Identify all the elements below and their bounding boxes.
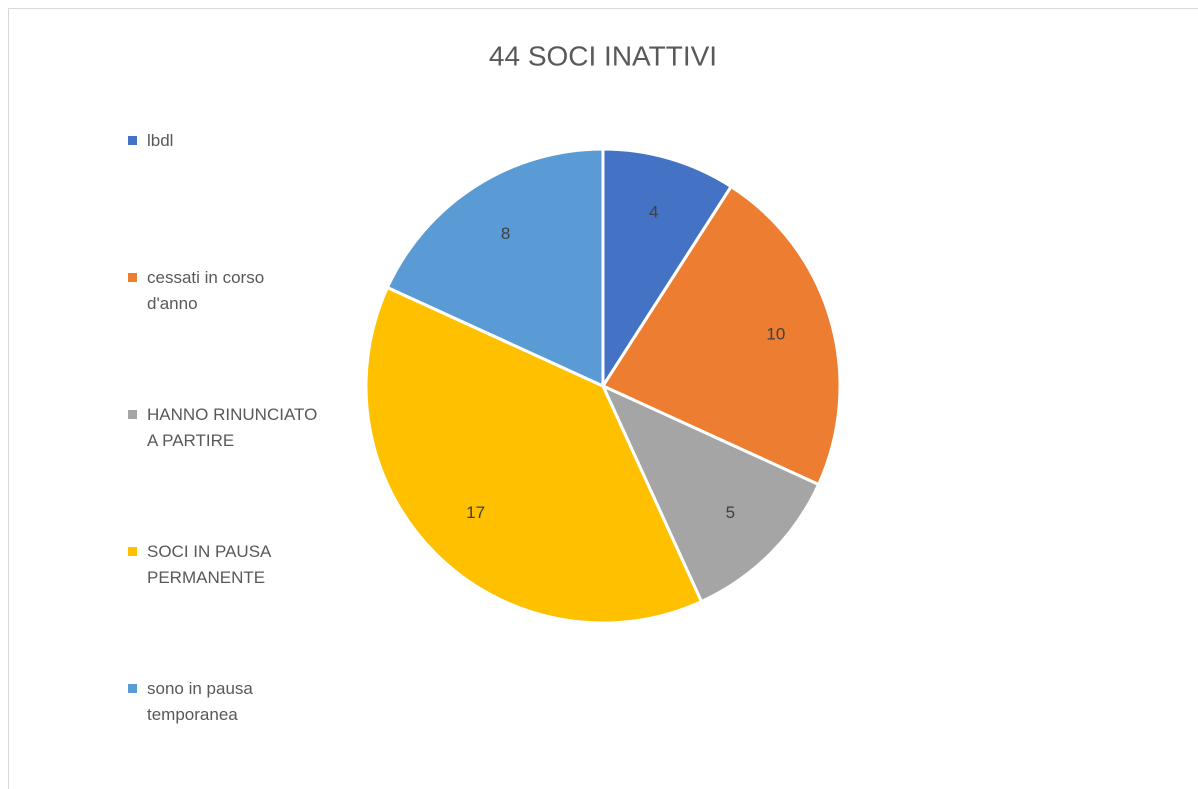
legend-swatch (128, 136, 137, 145)
data-label: 4 (649, 203, 658, 222)
legend-swatch (128, 273, 137, 282)
legend-label: SOCI IN PAUSA PERMANENTE (147, 542, 271, 587)
pie-slice (599, 382, 821, 604)
pie-slice (385, 147, 605, 389)
legend-label: HANNO RINUNCIATO A PARTIRE (147, 405, 318, 450)
legend-swatch (128, 684, 137, 693)
data-label: 8 (501, 224, 510, 243)
data-label: 17 (466, 503, 485, 522)
legend-label: sono in pausa temporanea (147, 679, 253, 724)
pie-slice (601, 147, 734, 392)
pie-slice (600, 184, 842, 487)
pie-slice (364, 285, 704, 625)
chart-border (8, 8, 1198, 789)
legend-swatch (128, 410, 137, 419)
legend-label: cessati in corso d'anno (147, 268, 265, 313)
legend-swatch (128, 547, 137, 556)
data-label: 10 (766, 325, 785, 344)
chart-title: 44 SOCI INATTIVI (489, 40, 717, 71)
legend-label: lbdl (147, 131, 174, 150)
data-label: 5 (726, 503, 735, 522)
